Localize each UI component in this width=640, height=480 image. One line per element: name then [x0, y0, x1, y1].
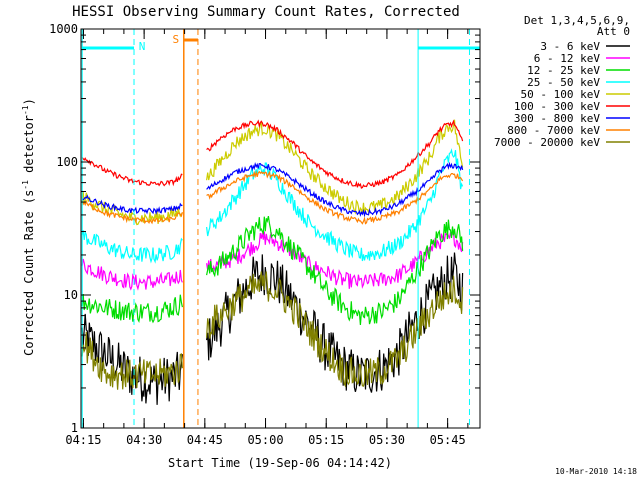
legend-entry-label: 25 - 50 keV [527, 76, 600, 89]
x-tick-label: 05:15 [308, 433, 344, 447]
y-tick-label: 1 [71, 421, 78, 435]
axes: 1 10 100 1000 04:15 04:30 04:45 05:00 05:15 05:30… [49, 22, 481, 447]
series-line [206, 161, 464, 218]
x-tick-label: 05:45 [430, 433, 466, 447]
event-markers: NS [81, 29, 480, 428]
night-marker-label: N [139, 40, 146, 53]
legend-entry-label: 12 - 25 keV [527, 64, 600, 77]
series-line [206, 119, 464, 189]
legend-header: Det 1,3,4,5,6,9, [524, 14, 630, 27]
series-line [206, 252, 464, 393]
plot-frame [80, 28, 481, 429]
y-axis-label: Corrected Count Rate (s-1 detector-1) [21, 98, 36, 356]
series-line [206, 148, 464, 262]
series-line [206, 271, 464, 388]
series-line [81, 199, 183, 225]
x-tick-label: 04:15 [65, 433, 101, 447]
footer-date: 10-Mar-2010 14:18 [555, 467, 637, 476]
legend-entry-label: 800 - 7000 keV [507, 124, 600, 137]
series-line [206, 215, 464, 325]
series-line [81, 258, 183, 291]
x-tick-label: 04:30 [126, 433, 162, 447]
series-line [81, 194, 183, 216]
saa-marker-label: S [172, 33, 179, 46]
legend-entry-label: 6 - 12 keV [534, 52, 601, 65]
y-tick-label: 1000 [49, 22, 78, 36]
y-tick-label: 100 [56, 155, 78, 169]
legend-entry-label: 7000 - 20000 keV [494, 136, 600, 149]
legend-entry-label: 100 - 300 keV [514, 100, 600, 113]
series-lines [81, 119, 464, 405]
legend-entry-label: 300 - 800 keV [514, 112, 600, 125]
x-tick-label: 05:30 [369, 433, 405, 447]
legend-entry-label: 50 - 100 keV [521, 88, 601, 101]
y-tick-label: 10 [64, 288, 78, 302]
x-tick-label: 05:00 [247, 433, 283, 447]
series-line [81, 293, 183, 324]
legend-entry-label: 3 - 6 keV [540, 40, 600, 53]
series-line [81, 230, 183, 264]
series-line [206, 170, 464, 225]
series-line [206, 119, 464, 215]
series-line [81, 157, 183, 187]
chart-title: HESSI Observing Summary Count Rates, Cor… [72, 4, 460, 20]
x-axis-label: Start Time (19-Sep-06 04:14:42) [168, 456, 392, 470]
series-line [81, 331, 183, 390]
x-tick-label: 04:45 [187, 433, 223, 447]
legend-header: Att 0 [597, 25, 630, 38]
series-line [206, 231, 464, 289]
